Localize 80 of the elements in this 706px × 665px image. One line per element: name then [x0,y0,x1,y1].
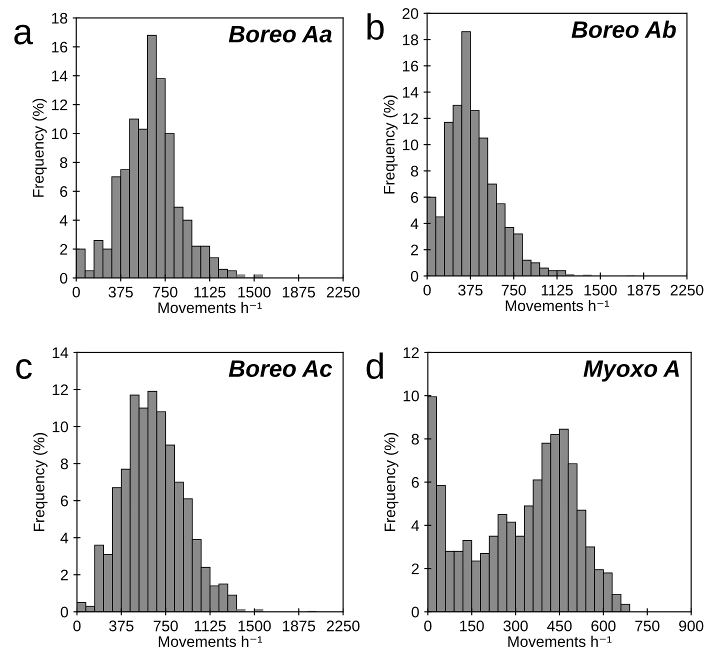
y-tick-label: 8 [60,157,68,168]
x-tick-label: 2250 [670,284,704,296]
x-tick-label: 1875 [628,284,660,296]
x-tick-label: 1500 [238,620,271,632]
y-tick-label: 4 [60,215,68,226]
y-tick-label: 14 [52,70,68,82]
x-tick-label: 1500 [584,284,617,296]
x-tick-label: 0 [424,620,432,632]
x-tick-label: 2250 [326,620,360,632]
x-tick-label: 375 [108,286,133,298]
y-axis-title: Frequency (%) [33,432,48,531]
y-tick-label: 12 [404,347,419,358]
x-tick-label: 1875 [282,286,315,298]
y-tick-label: 18 [402,34,418,46]
x-axis-title: Movements h⁻¹ [158,302,262,314]
x-tick-label: 150 [460,620,484,632]
x-tick-label: 900 [679,620,704,632]
x-tick-label: 750 [153,286,178,298]
x-tick-label: 300 [503,620,528,632]
y-tick-label: 6 [411,192,418,203]
y-tick-label: 4 [411,520,420,531]
chart-title: Boreo Ab [572,20,676,38]
x-tick-label: 1125 [194,286,226,298]
x-tick-label: 0 [72,286,80,298]
text: b [367,13,384,40]
y-tick-label: 6 [60,186,68,197]
x-tick-label: 1500 [238,286,271,298]
y-tick-label: 14 [402,87,418,98]
x-tick-label: 375 [458,284,483,296]
y-tick-label: 4 [60,532,68,544]
y-tick-label: 18 [52,12,68,24]
chart-title: Boreo Ac [228,360,332,377]
x-tick-label: 1875 [282,620,316,632]
y-tick-label: 10 [404,390,419,402]
chart-title: Myoxo A [584,360,679,382]
x-tick-label: 375 [109,620,134,632]
y-tick-label: 10 [52,421,68,432]
text: a [14,24,33,44]
y-tick-label: 8 [60,458,68,470]
y-tick-label: 14 [52,347,68,358]
text: d [366,352,383,379]
y-tick-label: 12 [402,113,418,124]
x-tick-label: 750 [502,284,526,296]
y-tick-label: 2 [60,570,68,580]
y-tick-label: 0 [60,272,68,284]
y-tick-label: 16 [402,60,418,72]
y-tick-label: 2 [60,244,68,255]
y-tick-label: 4 [410,218,418,229]
y-tick-label: 16 [52,42,68,53]
y-tick-label: 8 [410,166,418,177]
y-tick-label: 12 [52,384,68,396]
x-tick-label: 450 [547,620,572,632]
x-axis-title: Movements h⁻¹ [508,636,612,647]
x-tick-label: 1125 [542,284,573,296]
x-tick-label: 750 [635,620,660,632]
y-tick-label: 12 [52,99,68,110]
chart-title: Boreo Aa [228,26,332,42]
x-tick-label: 0 [423,284,431,296]
x-tick-label: 2250 [326,286,360,298]
y-axis-title: Frequency (%) [32,98,47,197]
x-axis-title: Movements h⁻¹ [158,636,262,647]
y-tick-label: 2 [411,244,418,256]
y-tick-label: 10 [402,140,418,150]
y-axis-title: Frequency (%) [383,95,398,194]
y-tick-label: 20 [402,8,418,19]
y-tick-label: 0 [60,606,68,618]
y-tick-label: 8 [412,434,419,445]
y-tick-label: 10 [52,128,68,140]
x-tick-label: 750 [154,620,178,632]
x-axis-title: Movements h⁻¹ [506,300,610,312]
text: c [16,359,32,379]
y-tick-label: 6 [412,476,419,488]
y-tick-label: 2 [412,563,419,574]
y-tick-label: 0 [412,606,419,618]
y-tick-label: 6 [60,496,68,506]
x-tick-label: 0 [73,620,81,632]
x-tick-label: 600 [591,620,616,632]
y-tick-label: 0 [410,270,418,282]
y-axis-title: Frequency (%) [384,432,398,531]
x-tick-label: 1125 [194,620,226,632]
